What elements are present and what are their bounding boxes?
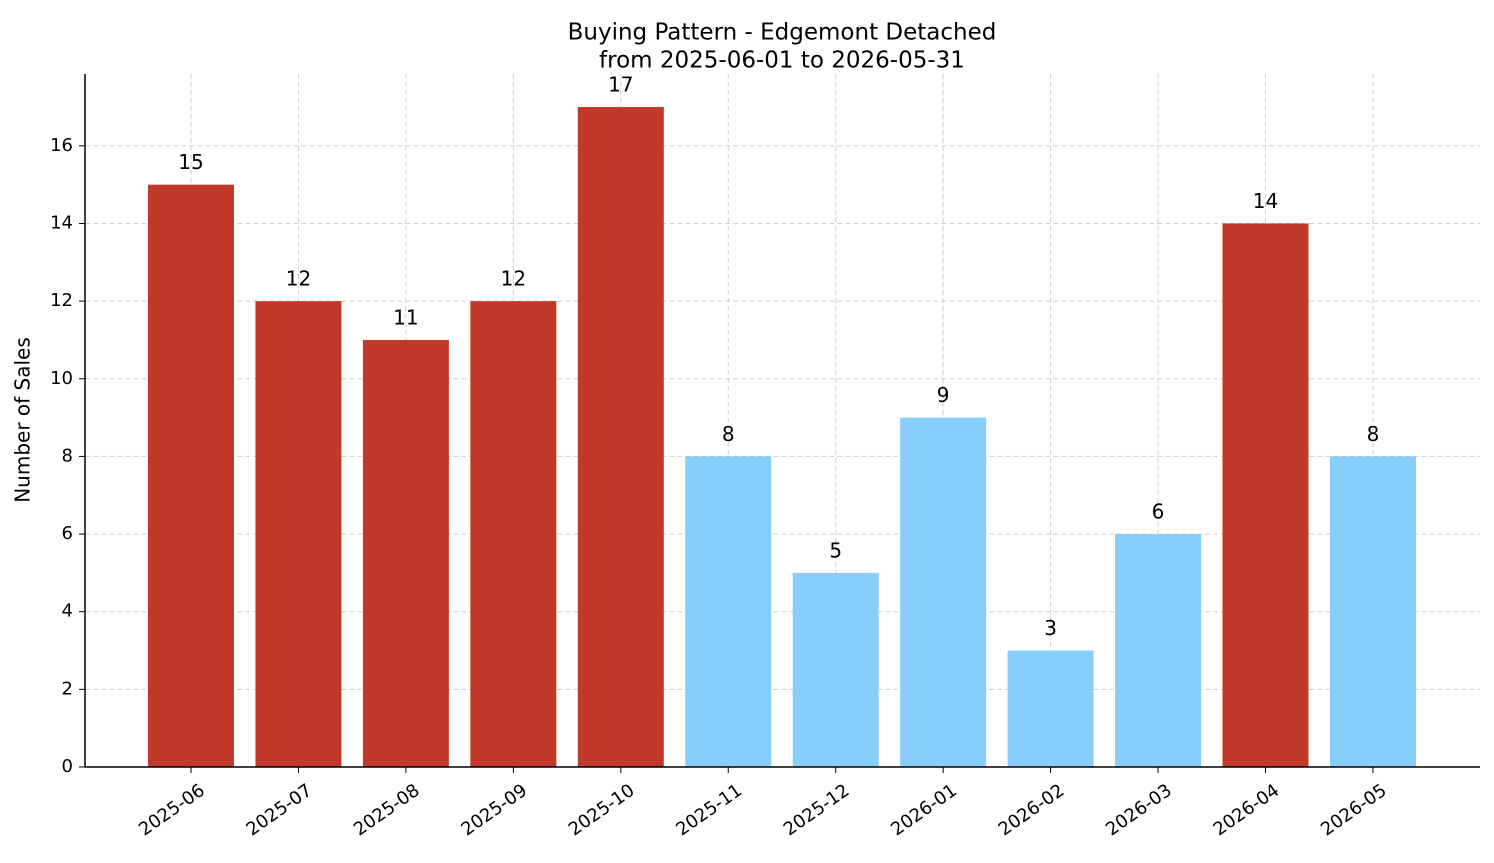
y-tick-label: 16	[50, 135, 73, 156]
value-label: 6	[1152, 500, 1165, 524]
value-label: 5	[829, 538, 842, 562]
bar	[255, 301, 342, 767]
value-label: 17	[608, 73, 633, 97]
value-label: 8	[1367, 422, 1380, 446]
value-label: 12	[501, 267, 526, 291]
bar	[148, 184, 234, 767]
bar	[1115, 534, 1202, 767]
value-label: 8	[722, 422, 735, 446]
chart-title: Buying Pattern - Edgemont Detached	[568, 20, 997, 46]
x-tick-label: 2025-10	[565, 780, 639, 840]
chart-subtitle: from 2025-06-01 to 2026-05-31	[599, 48, 965, 74]
y-tick-label: 10	[50, 368, 73, 389]
bar	[577, 107, 664, 767]
bar	[470, 301, 557, 767]
value-label: 11	[393, 305, 418, 329]
y-tick-label: 12	[50, 290, 73, 311]
bar	[1329, 456, 1416, 767]
x-tick-label: 2026-01	[887, 780, 961, 840]
value-label: 15	[178, 150, 203, 174]
value-label: 12	[286, 267, 311, 291]
bar	[362, 339, 449, 767]
y-tick-label: 6	[62, 523, 73, 544]
y-tick-label: 0	[62, 756, 73, 777]
x-tick-label: 2025-07	[243, 780, 317, 840]
y-axis-label: Number of Sales	[11, 337, 35, 503]
value-label: 3	[1044, 616, 1057, 640]
bar	[792, 572, 879, 767]
x-tick-label: 2026-04	[1210, 780, 1284, 840]
x-tick-label: 2025-11	[672, 780, 746, 840]
y-tick-label: 2	[62, 678, 73, 699]
x-tick-label: 2025-09	[457, 780, 531, 840]
bar	[1222, 223, 1309, 767]
y-tick-label: 14	[50, 212, 73, 233]
value-label: 14	[1253, 189, 1278, 213]
y-tick-label: 8	[62, 445, 73, 466]
x-tick-label: 2025-12	[780, 780, 854, 840]
bars	[148, 107, 1416, 767]
bar	[900, 417, 987, 767]
x-tick-label: 2025-06	[135, 780, 209, 840]
bar	[1007, 650, 1094, 767]
x-tick-label: 2025-08	[350, 780, 424, 840]
bar	[685, 456, 772, 767]
x-tick-label: 2026-03	[1102, 780, 1176, 840]
value-label: 9	[937, 383, 950, 407]
x-tick-label: 2026-05	[1317, 780, 1391, 840]
y-tick-label: 4	[62, 601, 73, 622]
x-tick-label: 2026-02	[995, 780, 1069, 840]
